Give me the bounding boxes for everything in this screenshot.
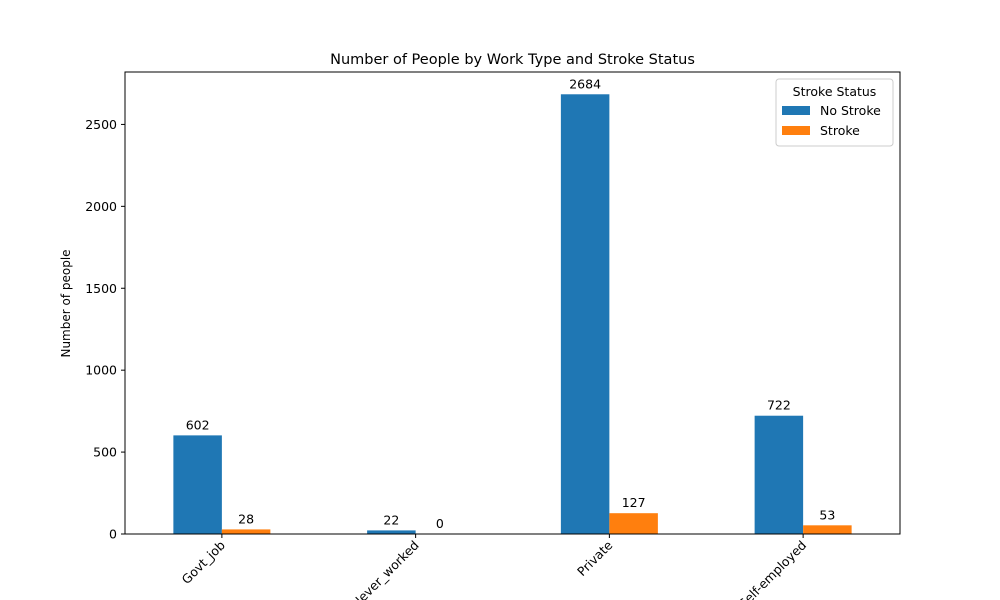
bar xyxy=(609,513,658,534)
data-label: 602 xyxy=(186,417,210,432)
x-tick-label: Govt_job xyxy=(179,537,228,586)
bar xyxy=(803,525,852,534)
data-label: 53 xyxy=(819,507,835,522)
legend: Stroke Status No Stroke Stroke xyxy=(775,78,894,147)
y-tick-label: 1500 xyxy=(85,281,117,296)
bars-group xyxy=(173,94,852,534)
plot-frame xyxy=(124,71,901,535)
chart-title: Number of People by Work Type and Stroke… xyxy=(330,52,695,68)
data-label: 0 xyxy=(436,516,444,531)
legend-swatch xyxy=(782,106,810,115)
legend-label: No Stroke xyxy=(820,103,881,118)
y-tick-label: 1000 xyxy=(85,363,117,378)
bar xyxy=(221,529,271,534)
data-labels-group: 602 28 22 0 2684 127 722 53 xyxy=(186,76,836,531)
y-tick-label: 0 xyxy=(109,527,117,542)
y-tick-label: 500 xyxy=(93,445,117,460)
data-label: 2684 xyxy=(569,76,601,91)
bar xyxy=(367,530,416,534)
y-axis-label: Number of people xyxy=(59,249,73,357)
x-tick-label: Self-employed xyxy=(736,538,810,600)
bar xyxy=(560,94,610,534)
bar xyxy=(754,415,804,534)
x-tick-label: Private xyxy=(574,537,616,579)
y-tick-label: 2000 xyxy=(85,199,117,214)
data-label: 22 xyxy=(383,512,399,527)
x-tick-label: Never_worked xyxy=(348,538,422,600)
data-label: 28 xyxy=(238,511,254,526)
legend-swatch xyxy=(782,126,810,135)
y-axis: 0 500 1000 1500 2000 2500 xyxy=(85,117,125,542)
x-axis: Govt_job Never_worked Private Self-employed xyxy=(179,534,810,600)
data-label: 722 xyxy=(767,398,791,413)
bar xyxy=(173,435,222,534)
data-label: 127 xyxy=(622,495,646,510)
y-tick-label: 2500 xyxy=(85,117,117,132)
legend-label: Stroke xyxy=(820,123,860,138)
legend-title: Stroke Status xyxy=(793,84,877,99)
